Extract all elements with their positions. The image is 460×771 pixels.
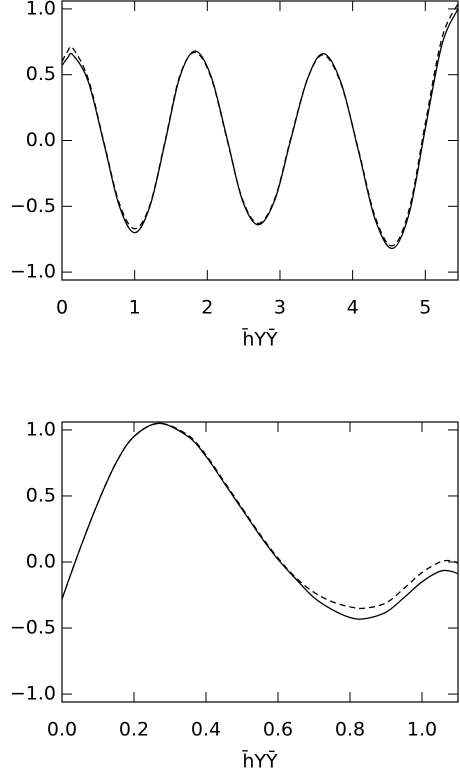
x-tick-label: 1.0 <box>407 719 437 741</box>
y-tick-label: 0.0 <box>26 551 56 573</box>
x-tick-label: 3 <box>274 297 286 319</box>
series-line <box>61 422 459 620</box>
x-tick-label: 0 <box>56 297 68 319</box>
y-tick-label: 1.0 <box>26 418 56 440</box>
y-tick-label: 0.0 <box>26 129 56 151</box>
series-line <box>61 8 459 250</box>
y-tick-label: −0.5 <box>10 195 56 217</box>
x-axis-label: h̄YȲ <box>242 326 278 350</box>
x-axis-label: h̄YȲ <box>242 748 278 771</box>
y-tick-label: −0.5 <box>10 617 56 639</box>
x-tick-label: 2 <box>201 297 213 319</box>
x-tick-label: 5 <box>419 297 431 319</box>
x-tick-label: 1 <box>129 297 141 319</box>
x-tick-label: 4 <box>347 297 359 319</box>
y-tick-label: −1.0 <box>10 261 56 283</box>
y-tick-label: 1.0 <box>26 0 56 19</box>
y-tick-label: 0.5 <box>26 63 56 85</box>
plot-frame <box>61 421 459 703</box>
x-tick-label: 0.4 <box>191 719 221 741</box>
series-line <box>61 3 459 247</box>
y-tick-label: 0.5 <box>26 484 56 506</box>
x-tick-label: 0.0 <box>47 719 77 741</box>
series-line <box>61 422 459 610</box>
y-tick-label: −1.0 <box>10 683 56 705</box>
x-tick-label: 0.2 <box>119 719 149 741</box>
x-tick-label: 0.8 <box>335 719 365 741</box>
plot-frame <box>61 0 459 281</box>
x-tick-label: 0.6 <box>263 719 293 741</box>
